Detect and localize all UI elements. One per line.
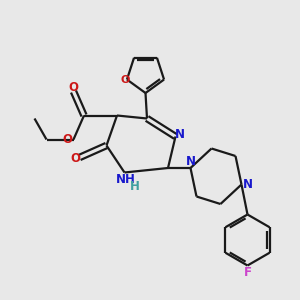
Text: N: N [185,155,196,169]
Text: H: H [130,179,140,193]
Text: O: O [121,74,130,85]
Text: F: F [244,266,251,280]
Text: O: O [68,81,79,94]
Text: N: N [174,128,184,142]
Text: O: O [70,152,80,166]
Text: NH: NH [116,172,136,186]
Text: O: O [62,133,73,146]
Text: N: N [243,178,253,191]
